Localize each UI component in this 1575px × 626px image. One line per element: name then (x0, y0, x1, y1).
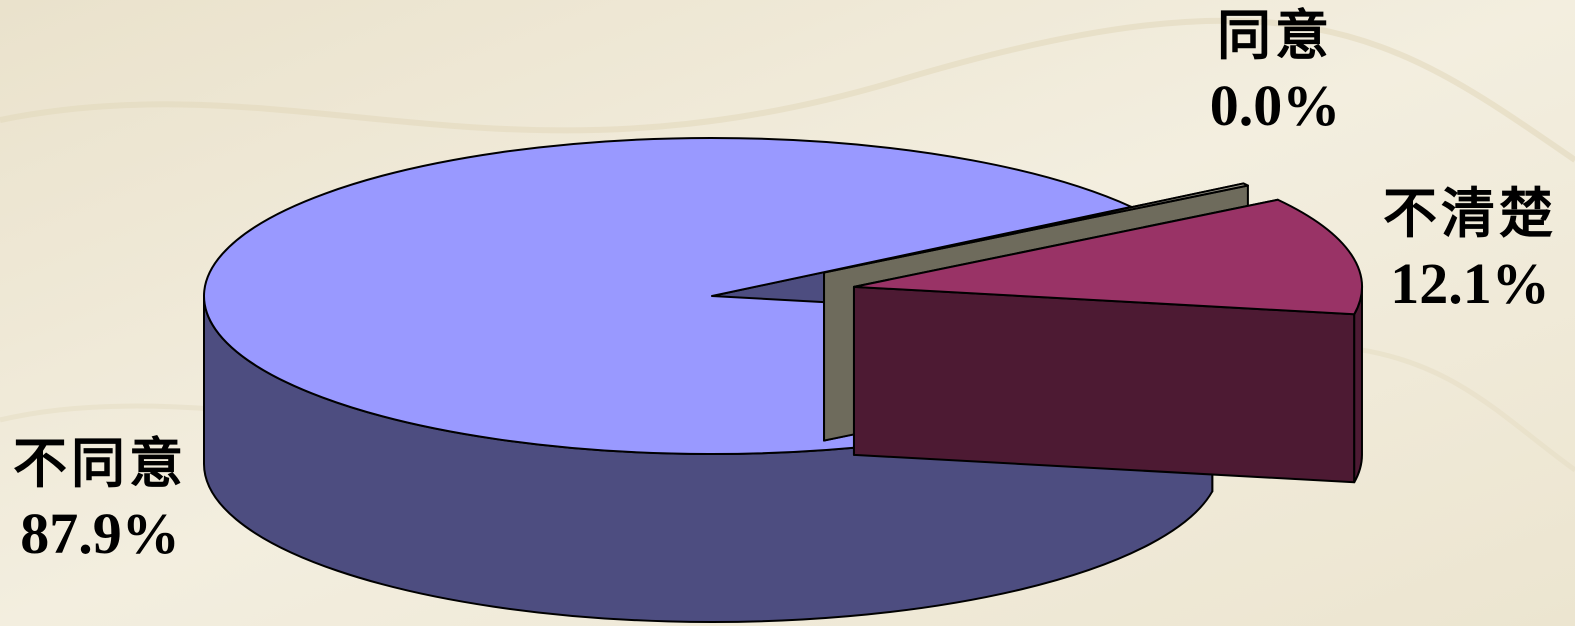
slice-name-agree: 同意 (1217, 3, 1333, 67)
slice-name-disagree: 不同意 (13, 431, 187, 495)
slice-value-disagree: 87.9% (20, 500, 180, 566)
slice-top-unclear (852, 198, 1363, 316)
slice-side-unclear-0 (1353, 285, 1363, 484)
slice-label-disagree: 不同意 87.9% (0, 430, 200, 570)
slice-value-agree: 0.0% (1209, 72, 1341, 138)
slice-name-unclear: 不清楚 (1383, 181, 1557, 245)
slice-label-unclear: 不清楚 12.1% (1365, 180, 1575, 320)
slice-label-agree: 同意 0.0% (1175, 2, 1375, 142)
slice-cut-face-unclear-1 (852, 285, 1356, 484)
slice-top-agree (823, 182, 1249, 274)
slice-value-unclear: 12.1% (1390, 250, 1550, 316)
